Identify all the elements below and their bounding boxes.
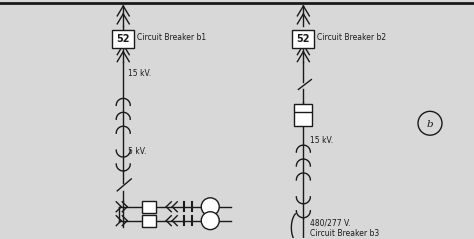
Bar — [142, 215, 156, 227]
Bar — [294, 104, 312, 126]
Text: 15 kV.: 15 kV. — [310, 136, 334, 145]
Bar — [112, 30, 134, 48]
Circle shape — [201, 212, 219, 230]
Circle shape — [201, 198, 219, 216]
Text: 480/277 V.: 480/277 V. — [310, 218, 351, 227]
Text: 5 kV.: 5 kV. — [128, 147, 146, 156]
Bar — [142, 201, 156, 213]
Text: b: b — [427, 120, 433, 129]
Bar — [292, 30, 314, 48]
Text: Circuit Breaker b3: Circuit Breaker b3 — [310, 229, 380, 238]
Text: 52: 52 — [117, 34, 130, 44]
Text: 52: 52 — [297, 34, 310, 44]
Circle shape — [418, 111, 442, 135]
Text: 15 kV.: 15 kV. — [128, 69, 151, 78]
Text: Circuit Breaker b1: Circuit Breaker b1 — [137, 33, 206, 42]
Text: Circuit Breaker b2: Circuit Breaker b2 — [318, 33, 386, 42]
